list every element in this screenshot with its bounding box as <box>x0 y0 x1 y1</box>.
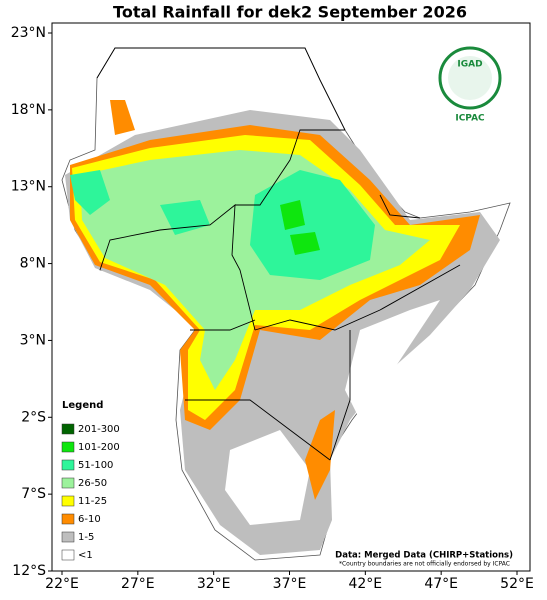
x-tick-label: 37°E <box>273 576 307 592</box>
source-note: Data: Merged Data (CHIRP+Stations) <box>335 551 513 561</box>
legend-label: 1-5 <box>78 532 94 543</box>
y-tick-label: 23°N <box>11 25 46 41</box>
land <box>61 47 511 561</box>
legend-label: 101-200 <box>78 442 120 453</box>
y-tick-label: 12°S <box>12 563 46 579</box>
x-tick-label: 52°E <box>500 576 534 592</box>
legend-swatch <box>61 441 75 453</box>
legend-swatch <box>61 459 75 471</box>
legend-label: 26-50 <box>78 478 107 489</box>
legend: Legend 201-300 101-200 51-100 26-50 11-25 6-10… <box>61 400 120 561</box>
legend-label: 51-100 <box>78 460 113 471</box>
logo-center: ICPAC <box>455 114 485 124</box>
legend-label: 6-10 <box>78 514 101 525</box>
legend-label: <1 <box>78 550 93 561</box>
legend-swatch <box>61 423 75 435</box>
legend-label: 201-300 <box>78 424 120 435</box>
legend-title: Legend <box>62 400 103 411</box>
legend-swatch <box>61 477 75 489</box>
legend-label: 11-25 <box>78 496 107 507</box>
legend-swatch <box>61 549 75 561</box>
legend-swatch <box>61 513 75 525</box>
country-borders <box>96 47 461 461</box>
x-tick-label: 47°E <box>424 576 458 592</box>
logo-name: IGAD <box>457 60 482 70</box>
x-tick-label: 27°E <box>121 576 155 592</box>
y-tick-label: 2°S <box>21 409 46 425</box>
map-title: Total Rainfall for dek2 September 2026 <box>113 3 467 22</box>
x-tick-label: 42°E <box>348 576 382 592</box>
y-tick-label: 3°N <box>20 332 46 348</box>
x-tick-label: 32°E <box>197 576 231 592</box>
disclaimer: *Country boundaries are not officially e… <box>339 561 510 568</box>
x-tick-label: 22°E <box>45 576 79 592</box>
y-tick-label: 13°N <box>11 179 46 195</box>
legend-swatch <box>61 495 75 507</box>
y-tick-label: 8°N <box>20 256 46 272</box>
legend-swatch <box>61 531 75 543</box>
logo: IGAD ICPAC <box>438 46 502 124</box>
y-tick-label: 7°S <box>21 486 46 502</box>
y-tick-label: 18°N <box>11 102 46 118</box>
